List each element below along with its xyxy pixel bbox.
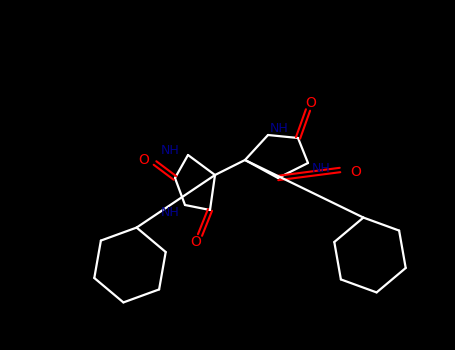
Text: NH: NH: [161, 145, 180, 158]
Text: O: O: [350, 165, 361, 179]
Text: NH: NH: [270, 121, 289, 134]
Text: NH: NH: [160, 206, 179, 219]
Text: NH: NH: [312, 161, 331, 175]
Text: O: O: [191, 235, 202, 249]
Text: O: O: [138, 153, 149, 167]
Text: O: O: [306, 96, 316, 110]
